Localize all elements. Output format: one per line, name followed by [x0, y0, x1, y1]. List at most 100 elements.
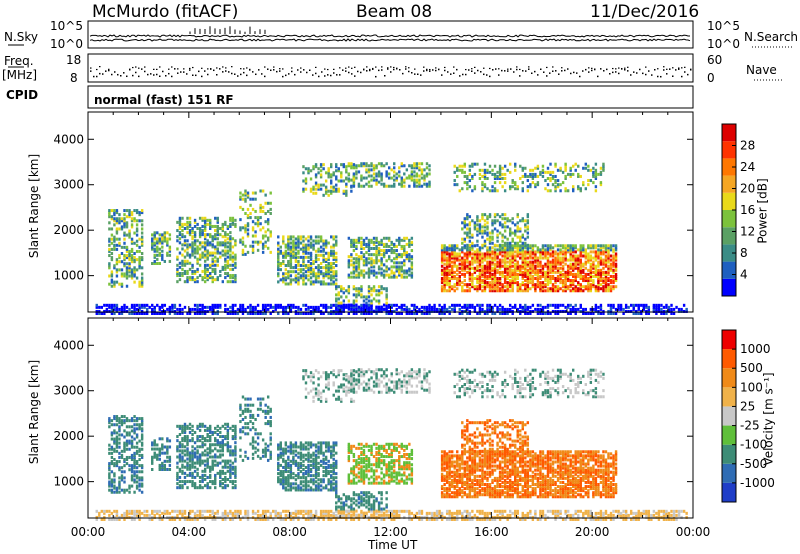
- rti-cell: [319, 303, 323, 307]
- rti-cell: [483, 231, 487, 235]
- rti-cell: [405, 312, 409, 315]
- rti-cell: [448, 287, 451, 291]
- rti-cell: [375, 172, 378, 176]
- rti-cell: [524, 307, 527, 311]
- rti-cell: [120, 449, 124, 453]
- rti-cell: [483, 281, 487, 285]
- rti-cell: [130, 484, 134, 488]
- rti-cell: [367, 249, 371, 253]
- rti-cell: [491, 285, 494, 289]
- rti-cell: [448, 258, 451, 262]
- rti-cell: [466, 307, 469, 311]
- rti-cell: [118, 484, 121, 488]
- rti-cell: [493, 164, 497, 168]
- rti-cell: [508, 170, 512, 174]
- rti-cell: [390, 309, 393, 313]
- rti-cell: [501, 258, 504, 262]
- rti-cell: [357, 238, 361, 242]
- rti-cell: [602, 258, 605, 262]
- rti-cell: [506, 256, 509, 260]
- rti-cell: [584, 266, 588, 270]
- rti-cell: [327, 305, 330, 309]
- rti-cell: [234, 218, 237, 222]
- rti-cell: [259, 189, 262, 193]
- rti-cell: [342, 309, 346, 313]
- rti-cell: [350, 162, 353, 166]
- rti-cell: [277, 249, 280, 253]
- rti-cell: [496, 189, 499, 193]
- rti-cell: [478, 270, 482, 274]
- rti-cell: [478, 307, 482, 311]
- rti-cell: [115, 419, 119, 423]
- rti-cell: [367, 240, 371, 244]
- rti-cell: [214, 229, 217, 233]
- rti-cell: [219, 269, 222, 273]
- rti-cell: [330, 181, 333, 185]
- rti-cell: [322, 276, 325, 280]
- rti-cell: [216, 276, 219, 280]
- rti-cell: [390, 259, 393, 263]
- rti-cell: [385, 309, 388, 313]
- rti-cell: [511, 274, 514, 278]
- rti-cell: [156, 245, 159, 249]
- rti-cell: [203, 253, 207, 257]
- rti-cell: [231, 263, 235, 267]
- rti-cell: [554, 260, 557, 264]
- rti-cell: [100, 312, 104, 315]
- rti-cell: [214, 259, 217, 263]
- rti-cell: [529, 244, 532, 248]
- rti-cell: [539, 172, 542, 176]
- rti-cell: [451, 274, 454, 278]
- rti-cell: [551, 250, 555, 254]
- rti-cell: [451, 268, 454, 272]
- rti-cell: [415, 172, 419, 176]
- rti-cell: [130, 270, 134, 274]
- rti-cell: [115, 460, 119, 464]
- rti-cell: [95, 312, 98, 315]
- rti-cell: [385, 287, 388, 291]
- rti-cell: [471, 244, 474, 248]
- rti-cell: [448, 270, 451, 274]
- rti-cell: [125, 266, 129, 270]
- rti-cell: [246, 250, 250, 254]
- nave-dot: [627, 66, 629, 68]
- rti-cell: [597, 250, 600, 254]
- rti-cell: [173, 312, 177, 315]
- rti-cell: [551, 266, 555, 270]
- rti-cell: [387, 257, 391, 261]
- rti-cell: [519, 248, 522, 252]
- rti-cell: [599, 287, 603, 291]
- rti-cell: [400, 307, 403, 311]
- rti-cell: [597, 289, 600, 293]
- rti-cell: [496, 262, 499, 266]
- rti-cell: [468, 266, 472, 270]
- rti-cell: [506, 266, 509, 270]
- rti-cell: [541, 283, 545, 287]
- rti-cell: [554, 289, 557, 293]
- freq-dot: [147, 73, 149, 76]
- rti-cell: [534, 256, 537, 260]
- rti-cell: [478, 254, 482, 258]
- rti-cell: [498, 283, 502, 287]
- rti-cell: [481, 229, 484, 233]
- nave-dot: [129, 68, 131, 70]
- rti-cell: [443, 312, 446, 315]
- rti-cell: [188, 216, 192, 220]
- rti-cell: [577, 281, 580, 285]
- rti-cell: [445, 289, 449, 293]
- rti-cell: [589, 307, 593, 311]
- rti-cell: [453, 246, 456, 250]
- rti-cell: [463, 260, 467, 264]
- rti-cell: [405, 271, 409, 275]
- rti-cell: [448, 285, 451, 289]
- rti-cell: [566, 264, 570, 268]
- rti-cell: [322, 167, 325, 171]
- rti-cell: [133, 307, 136, 311]
- rti-cell: [594, 258, 598, 262]
- rti-cell: [534, 289, 537, 293]
- rti-cell: [115, 464, 119, 468]
- rti-cell: [556, 258, 560, 262]
- rti-cell: [400, 162, 403, 166]
- rti-cell: [453, 264, 456, 268]
- rti-cell: [503, 268, 507, 272]
